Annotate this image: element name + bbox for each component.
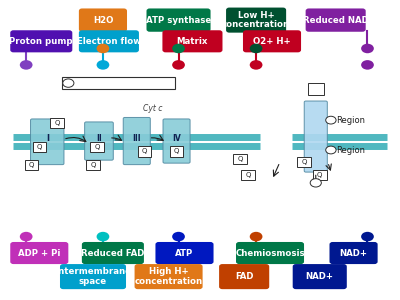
FancyBboxPatch shape	[24, 160, 38, 170]
Text: ATP: ATP	[175, 248, 194, 257]
FancyBboxPatch shape	[32, 142, 46, 152]
Circle shape	[326, 116, 336, 124]
Circle shape	[326, 146, 336, 154]
FancyBboxPatch shape	[79, 8, 127, 32]
FancyBboxPatch shape	[241, 170, 255, 181]
Text: IV: IV	[172, 134, 181, 143]
Circle shape	[361, 232, 374, 242]
FancyBboxPatch shape	[50, 118, 64, 128]
FancyBboxPatch shape	[85, 122, 113, 160]
Text: O2+ H+: O2+ H+	[253, 37, 291, 46]
Text: I: I	[46, 134, 49, 143]
Text: NAD+: NAD+	[340, 248, 368, 257]
FancyBboxPatch shape	[170, 146, 183, 157]
FancyBboxPatch shape	[146, 8, 210, 32]
FancyBboxPatch shape	[308, 83, 324, 95]
Circle shape	[63, 79, 74, 87]
FancyBboxPatch shape	[219, 264, 269, 289]
FancyBboxPatch shape	[86, 160, 100, 170]
Text: Chemiosmosis: Chemiosmosis	[235, 248, 305, 257]
Text: Region: Region	[336, 146, 365, 154]
Text: Cyt c: Cyt c	[143, 104, 162, 113]
Text: Q: Q	[29, 162, 34, 168]
Circle shape	[96, 44, 109, 53]
Circle shape	[20, 232, 32, 242]
FancyBboxPatch shape	[297, 157, 310, 167]
Text: Electron flow: Electron flow	[77, 37, 141, 46]
FancyBboxPatch shape	[62, 77, 175, 89]
Text: High H+
concentration: High H+ concentration	[134, 267, 203, 286]
FancyBboxPatch shape	[10, 30, 72, 52]
Circle shape	[361, 60, 374, 70]
FancyBboxPatch shape	[313, 170, 326, 181]
Text: Q: Q	[94, 144, 100, 150]
Text: Reduced NAD: Reduced NAD	[303, 16, 368, 25]
FancyBboxPatch shape	[236, 242, 304, 264]
Circle shape	[310, 179, 321, 187]
Text: Q: Q	[238, 156, 243, 162]
Text: III: III	[132, 134, 141, 142]
Circle shape	[172, 232, 185, 242]
FancyBboxPatch shape	[162, 30, 222, 52]
FancyBboxPatch shape	[163, 119, 190, 163]
Text: Low H+
concentration: Low H+ concentration	[222, 11, 290, 29]
Circle shape	[250, 44, 262, 53]
FancyBboxPatch shape	[123, 118, 150, 165]
Text: Intermembrane
space: Intermembrane space	[55, 267, 131, 286]
FancyBboxPatch shape	[134, 264, 202, 289]
Circle shape	[250, 60, 262, 70]
Text: FAD: FAD	[235, 272, 254, 281]
Text: II: II	[96, 134, 102, 143]
Circle shape	[172, 60, 185, 70]
Circle shape	[361, 44, 374, 53]
Text: Reduced FAD: Reduced FAD	[81, 248, 144, 257]
FancyBboxPatch shape	[304, 101, 327, 172]
Text: ATP synthase: ATP synthase	[146, 16, 211, 25]
FancyBboxPatch shape	[10, 242, 68, 264]
Text: Q: Q	[37, 144, 42, 150]
Text: Q: Q	[301, 159, 306, 165]
Text: H2O: H2O	[93, 16, 113, 25]
FancyBboxPatch shape	[79, 30, 139, 52]
Text: Matrix: Matrix	[177, 37, 208, 46]
FancyBboxPatch shape	[90, 142, 104, 152]
Text: Region: Region	[336, 116, 365, 124]
Circle shape	[20, 60, 32, 70]
FancyBboxPatch shape	[243, 30, 301, 52]
FancyBboxPatch shape	[138, 146, 152, 157]
Text: ADP + Pi: ADP + Pi	[18, 248, 60, 257]
Text: Q: Q	[317, 172, 322, 178]
Text: Q: Q	[142, 148, 148, 154]
FancyBboxPatch shape	[293, 264, 347, 289]
FancyBboxPatch shape	[306, 8, 366, 32]
Circle shape	[250, 232, 262, 242]
FancyBboxPatch shape	[226, 8, 286, 33]
Text: Q: Q	[174, 148, 179, 154]
Text: NAD+: NAD+	[306, 272, 334, 281]
FancyBboxPatch shape	[60, 264, 126, 289]
FancyBboxPatch shape	[156, 242, 214, 264]
FancyBboxPatch shape	[30, 119, 64, 165]
Circle shape	[172, 44, 185, 53]
Circle shape	[96, 232, 109, 242]
Circle shape	[96, 60, 109, 70]
Text: Q: Q	[90, 162, 96, 168]
FancyBboxPatch shape	[234, 154, 247, 164]
FancyBboxPatch shape	[330, 242, 378, 264]
Text: Q: Q	[54, 120, 60, 126]
FancyBboxPatch shape	[82, 242, 144, 264]
Text: Proton pump: Proton pump	[10, 37, 73, 46]
Text: Q: Q	[246, 172, 251, 178]
